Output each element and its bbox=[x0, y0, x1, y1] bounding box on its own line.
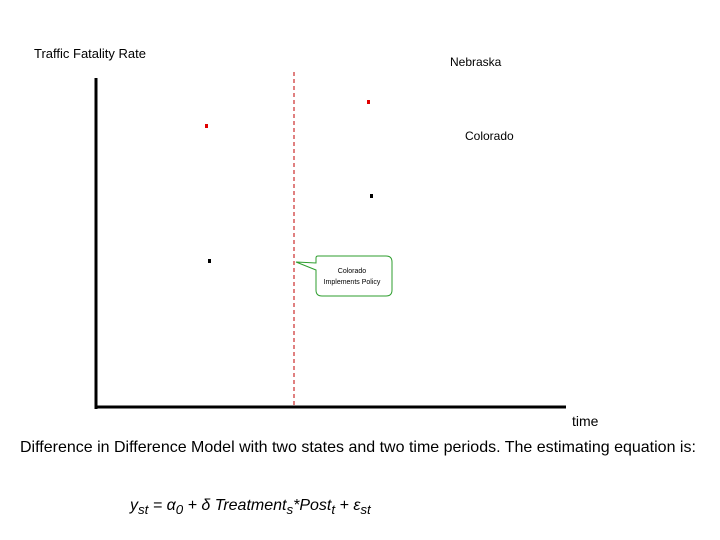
eq-epsilon-sub: st bbox=[360, 502, 371, 518]
eq-post-sub: t bbox=[331, 502, 336, 518]
callout-line-2: Implements Policy bbox=[323, 279, 381, 286]
nebraska-point-post bbox=[367, 100, 370, 104]
callout-bubble bbox=[295, 255, 393, 297]
x-axis-label: time bbox=[572, 413, 599, 429]
colorado-label: Colorado bbox=[465, 129, 514, 143]
caption-text: Difference in Difference Model with two … bbox=[20, 439, 696, 456]
eq-epsilon: + ε bbox=[335, 497, 361, 514]
eq-post: *Post bbox=[293, 497, 332, 514]
eq-alpha-sub: 0 bbox=[175, 502, 184, 518]
colorado-point-pre bbox=[208, 259, 211, 263]
eq-alpha: = α bbox=[148, 497, 176, 514]
nebraska-point-pre bbox=[205, 124, 208, 128]
estimating-equation: yst = α0 + δ Treatments*Postt + εst bbox=[130, 497, 371, 517]
eq-y-sub: st bbox=[138, 502, 149, 518]
nebraska-label: Nebraska bbox=[450, 55, 502, 69]
callout-line-1: Colorado bbox=[337, 268, 367, 275]
eq-treatment-sub: s bbox=[286, 502, 294, 518]
eq-y: y bbox=[130, 497, 138, 514]
callout-text: Colorado Implements Policy bbox=[312, 266, 392, 288]
eq-treatment: + δ Treatment bbox=[183, 497, 287, 514]
y-axis-label: Traffic Fatality Rate bbox=[34, 46, 146, 61]
colorado-point-post bbox=[370, 194, 373, 198]
